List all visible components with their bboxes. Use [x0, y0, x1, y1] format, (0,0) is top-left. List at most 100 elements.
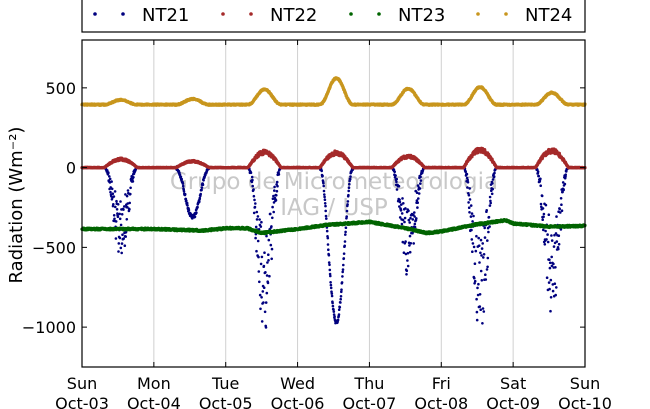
- data-point: [271, 197, 275, 200]
- data-point: [473, 282, 476, 285]
- watermark-line-1: Grupo de Micrometeorologia: [170, 169, 498, 195]
- data-point: [185, 199, 188, 202]
- data-point: [471, 242, 475, 245]
- data-point: [111, 192, 115, 195]
- data-point: [417, 192, 421, 195]
- data-point: [539, 202, 543, 206]
- data-point: [342, 252, 346, 255]
- data-point: [397, 184, 401, 188]
- data-point: [472, 245, 476, 249]
- legend-marker: [349, 12, 353, 16]
- data-point: [269, 243, 273, 247]
- data-point: [340, 288, 343, 292]
- data-point: [343, 240, 347, 243]
- data-point: [329, 281, 332, 284]
- data-point: [554, 266, 557, 269]
- data-point: [332, 310, 336, 313]
- legend-marker: [121, 12, 125, 16]
- data-point: [549, 309, 552, 313]
- data-point: [478, 261, 481, 264]
- data-point: [345, 215, 349, 218]
- data-point: [542, 228, 545, 232]
- data-point: [555, 286, 558, 289]
- legend-marker: [93, 12, 97, 16]
- data-point: [405, 273, 408, 276]
- data-point: [267, 259, 270, 262]
- data-point: [116, 203, 120, 206]
- data-point: [187, 208, 191, 212]
- data-point: [551, 289, 555, 293]
- data-point: [411, 218, 415, 221]
- data-point: [254, 202, 257, 205]
- data-point: [553, 233, 556, 237]
- data-point: [540, 194, 544, 198]
- data-point: [262, 301, 265, 304]
- data-point: [407, 209, 410, 213]
- data-point: [466, 186, 469, 189]
- data-point: [253, 205, 257, 209]
- data-point: [544, 229, 547, 233]
- data-point: [271, 216, 274, 220]
- data-point: [546, 233, 549, 236]
- legend: NT21 NT22 NT23 NT24: [81, 0, 586, 33]
- data-point: [554, 293, 557, 297]
- data-point: [416, 184, 420, 187]
- data-point: [265, 291, 269, 295]
- data-point: [485, 268, 489, 271]
- data-point: [468, 187, 472, 190]
- data-point: [113, 190, 117, 193]
- data-point: [198, 196, 202, 200]
- legend-marker: [249, 12, 253, 16]
- data-point: [536, 168, 539, 171]
- data-point: [486, 239, 489, 242]
- data-point: [553, 282, 557, 286]
- data-point: [271, 205, 274, 209]
- data-point: [476, 286, 479, 290]
- data-point: [406, 264, 410, 268]
- data-point: [117, 242, 121, 245]
- data-point: [419, 182, 422, 185]
- data-point: [550, 264, 554, 268]
- data-point: [413, 225, 417, 229]
- data-point: [336, 318, 340, 322]
- data-point: [395, 180, 398, 184]
- data-point: [342, 257, 346, 260]
- data-point: [195, 211, 198, 214]
- data-point: [408, 244, 411, 247]
- data-point: [264, 271, 267, 274]
- data-point: [266, 261, 269, 264]
- watermark: Grupo de Micrometeorologia IAG / USP: [170, 169, 498, 221]
- data-point: [259, 262, 263, 266]
- data-point: [347, 186, 351, 189]
- data-point: [181, 182, 185, 185]
- data-point: [467, 206, 471, 209]
- data-point: [267, 238, 271, 242]
- data-point: [477, 236, 481, 240]
- data-point: [419, 179, 423, 182]
- data-point: [339, 301, 342, 304]
- data-point: [327, 261, 331, 264]
- data-point: [546, 240, 550, 244]
- data-point: [118, 236, 122, 240]
- data-point: [325, 229, 329, 233]
- data-point: [406, 251, 410, 255]
- data-point: [489, 201, 493, 205]
- data-point: [120, 213, 124, 216]
- data-point: [564, 173, 567, 176]
- data-point: [108, 177, 112, 181]
- data-point: [480, 254, 483, 257]
- data-point: [469, 204, 473, 207]
- data-point: [415, 217, 418, 220]
- data-point: [348, 177, 352, 181]
- data-point: [326, 243, 330, 246]
- data-point: [340, 281, 344, 284]
- data-point: [473, 262, 477, 266]
- data-point: [545, 276, 549, 280]
- data-point: [121, 233, 124, 236]
- data-point: [259, 307, 262, 311]
- data-point: [325, 217, 328, 220]
- data-point: [115, 208, 119, 211]
- data-point: [268, 274, 271, 278]
- data-point: [488, 204, 492, 207]
- data-point: [549, 296, 553, 299]
